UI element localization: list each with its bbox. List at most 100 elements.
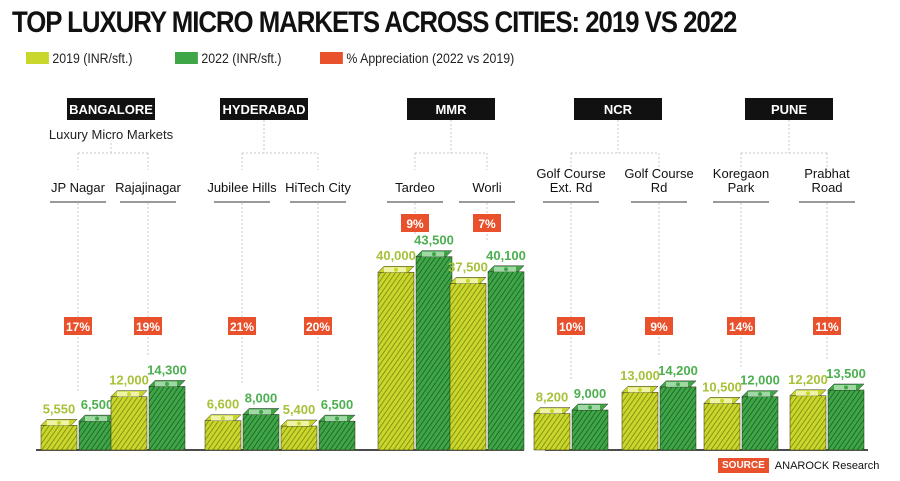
source-note: SOURCE ANAROCK Research	[718, 458, 879, 473]
value-label-2019: 12,000	[109, 373, 149, 388]
value-label-2019: 12,200	[788, 372, 828, 387]
value-label-2022: 9,000	[574, 386, 607, 401]
legend-label-2019: 2019 (INR/sft.)	[52, 50, 133, 66]
bar-2022	[148, 386, 186, 451]
bar-2022	[487, 271, 525, 451]
value-label-2019: 13,000	[620, 368, 660, 383]
city-name: HYDERABAD	[222, 102, 305, 117]
city-badge	[745, 98, 833, 120]
money-bill-icon	[221, 416, 225, 421]
bar-2019	[377, 271, 415, 451]
appreciation-value: 11%	[815, 320, 839, 334]
city-name: PUNE	[771, 102, 807, 117]
market-name: Golf Course	[536, 166, 605, 181]
market-name: HiTech City	[285, 180, 351, 195]
bar-2019	[621, 391, 659, 451]
city-badge	[67, 98, 155, 120]
appreciation-badge	[727, 317, 755, 335]
market-name: Prabhat	[804, 166, 850, 181]
market-name: Tardeo	[395, 180, 435, 195]
appreciation-value: 17%	[66, 320, 90, 334]
source-tag: SOURCE	[718, 458, 769, 473]
money-bill-icon	[259, 409, 263, 414]
bar-2019	[703, 403, 741, 451]
value-label-2022: 12,000	[740, 373, 780, 388]
city-badge	[407, 98, 495, 120]
bar-2022	[571, 409, 609, 451]
value-label-2019: 8,200	[536, 390, 569, 405]
money-bill-icon	[588, 405, 592, 410]
appreciation-badge	[813, 317, 841, 335]
bar-2022	[741, 396, 779, 451]
appreciation-badge	[64, 317, 92, 335]
subtitle-luxury-micro-markets: Luxury Micro Markets	[49, 127, 174, 142]
money-bill-icon	[335, 416, 339, 421]
source-text: ANAROCK Research	[774, 459, 880, 472]
legend-label-2022: 2022 (INR/sft.)	[201, 50, 282, 66]
money-bill-icon	[676, 382, 680, 387]
value-label-2022: 40,100	[486, 248, 526, 263]
value-label-2019: 5,400	[283, 402, 316, 417]
bar-2019	[449, 283, 487, 451]
appreciation-badge	[228, 317, 256, 335]
value-label-2019: 6,600	[207, 397, 240, 412]
appreciation-value: 19%	[136, 320, 160, 334]
money-bill-icon	[165, 381, 169, 386]
city-name: NCR	[604, 102, 633, 117]
value-label-2022: 6,500	[81, 397, 114, 412]
value-label-2019: 37,500	[448, 259, 488, 274]
bar-2022	[827, 389, 865, 451]
appreciation-value: 20%	[306, 320, 330, 334]
legend-swatch-appreciation	[320, 52, 343, 64]
bar-2022	[78, 420, 116, 451]
money-bill-icon	[127, 392, 131, 397]
city-name: BANGALORE	[69, 102, 153, 117]
value-label-2022: 6,500	[321, 397, 354, 412]
city-badge	[220, 98, 308, 120]
legend-label-appreciation: % Appreciation (2022 vs 2019)	[346, 50, 515, 66]
value-label-2019: 40,000	[376, 248, 416, 263]
legend-item-appreciation: % Appreciation (2022 vs 2019)	[320, 50, 514, 66]
money-bill-icon	[806, 391, 810, 396]
market-name: Golf Course	[624, 166, 693, 181]
value-label-2019: 10,500	[702, 379, 742, 394]
bar-2022	[242, 414, 280, 451]
appreciation-badge	[401, 214, 429, 232]
market-name: JP Nagar	[51, 180, 106, 195]
market-name: Worli	[472, 180, 501, 195]
bar-2019	[533, 413, 571, 451]
money-bill-icon	[720, 398, 724, 403]
value-label-2019: 5,550	[43, 401, 76, 416]
appreciation-badge	[304, 317, 332, 335]
appreciation-value: 10%	[559, 320, 583, 334]
appreciation-badge	[473, 214, 501, 232]
legend-swatch-2022	[175, 52, 198, 64]
market-name: Rajajinagar	[115, 180, 181, 195]
legend-swatch-2019	[26, 52, 49, 64]
bar-2019	[280, 425, 318, 451]
market-name: Park	[728, 180, 755, 195]
market-name: Jubilee Hills	[207, 180, 277, 195]
money-bill-icon	[297, 421, 301, 426]
market-name: Ext. Rd	[550, 180, 593, 195]
city-name: MMR	[435, 102, 467, 117]
value-label-2022: 14,300	[147, 362, 187, 377]
money-bill-icon	[95, 416, 99, 421]
value-label-2022: 8,000	[245, 390, 278, 405]
market-name: Road	[811, 180, 842, 195]
money-bill-icon	[466, 278, 470, 283]
city-badge	[574, 98, 662, 120]
appreciation-badge	[134, 317, 162, 335]
appreciation-badge	[557, 317, 585, 335]
bar-2022	[318, 420, 356, 451]
money-bill-icon	[504, 267, 508, 272]
money-bill-icon	[844, 385, 848, 390]
money-bill-icon	[758, 392, 762, 397]
bar-2019	[110, 396, 148, 451]
bar-2019	[204, 420, 242, 451]
appreciation-value: 14%	[729, 320, 753, 334]
bar-2022	[659, 386, 697, 451]
money-bill-icon	[638, 387, 642, 392]
bar-2019	[789, 395, 827, 451]
